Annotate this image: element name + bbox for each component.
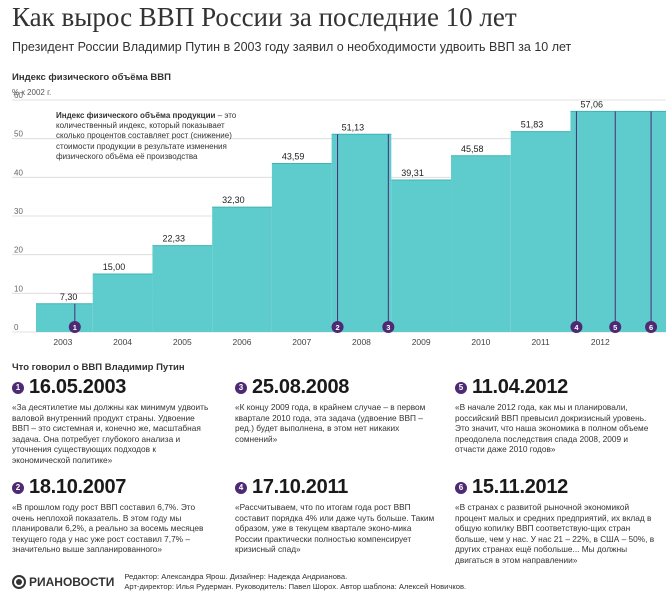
data-label: 15,00 (103, 262, 126, 272)
step-bar (331, 134, 392, 332)
event-marker-number: 1 (73, 323, 77, 332)
event-marker-badge (570, 321, 583, 333)
quote-number-badge: 6 (455, 481, 467, 494)
event-marker-number: 6 (649, 323, 653, 332)
x-tick-label: 2008 (352, 337, 371, 347)
x-tick-label: 2004 (113, 337, 132, 347)
quote-card-6: 6 15.11.2012 «В странах с развитой рыночн… (455, 476, 655, 566)
step-bar (36, 303, 93, 332)
event-marker-number: 3 (386, 323, 390, 332)
event-marker-number: 5 (613, 323, 617, 332)
data-label: 22,33 (162, 234, 185, 244)
quote-card-1: 1 16.05.2003 «За десятилетие мы должны ка… (12, 376, 212, 466)
quote-card-5: 5 11.04.2012 «В начале 2012 года, как мы … (455, 376, 655, 455)
credits-line-2: Арт-директор: Илья Рудерман. Руководител… (124, 581, 467, 591)
event-marker-number: 4 (574, 323, 579, 332)
event-marker-badge (609, 321, 622, 333)
credits-line-1: Редактор: Александра Ярош. Дизайнер: Над… (124, 572, 348, 581)
quote-number-badge: 2 (12, 481, 24, 494)
data-label: 57,06 (580, 99, 603, 109)
data-label: 39,31 (401, 168, 424, 178)
quote-card-4: 4 17.10.2011 «Рассчитываем, что по итогам… (235, 476, 435, 555)
chart-note-title: Индекс физического объёма продукции (56, 111, 216, 120)
quote-date: 15.11.2012 (472, 476, 568, 498)
event-marker-badge (382, 321, 395, 333)
page-subtitle: Президент России Владимир Путин в 2003 г… (12, 40, 572, 54)
gdp-step-chart: 0 10 20 30 40 50 60 7,30 2003 15,00 2004 22,33 2005 3… (12, 91, 666, 347)
x-tick-label: 2010 (471, 337, 490, 347)
quotes-section-title: Что говорил о ВВП Владимир Путин (12, 362, 185, 373)
y-tick-label: 30 (14, 207, 23, 216)
x-tick-label: 2005 (173, 337, 192, 347)
chart-note: Индекс физического объёма продукции – эт… (56, 111, 242, 162)
step-bar (271, 163, 332, 332)
quote-number-badge: 1 (12, 381, 24, 394)
ria-novosti-logo: РИАНОВОСТИ (12, 574, 115, 589)
y-tick-label: 0 (14, 323, 19, 332)
event-marker-badge (68, 321, 81, 333)
quote-date: 11.04.2012 (472, 376, 568, 398)
quote-text: «За десятилетие мы должны как минимум уд… (12, 402, 209, 465)
x-tick-label: 2007 (292, 337, 311, 347)
quote-text: «Рассчитываем, что по итогам года рост В… (235, 502, 435, 555)
x-tick-label: 2003 (53, 337, 72, 347)
quote-number-badge: 3 (235, 381, 247, 394)
data-label: 45,58 (461, 144, 484, 154)
event-marker-badge (331, 321, 344, 333)
event-marker-number: 2 (335, 323, 339, 332)
logo-text: РИАНОВОСТИ (29, 574, 115, 589)
quote-number-badge: 4 (235, 481, 247, 494)
quote-card-3: 3 25.08.2008 «К концу 2009 года, в крайне… (235, 376, 435, 444)
data-label: 51,83 (521, 120, 544, 130)
page-title: Как вырос ВВП России за последние 10 лет (12, 2, 517, 32)
quote-text: «В странах с развитой рыночной экономико… (455, 502, 655, 565)
quote-card-2: 2 18.10.2007 «В прошлом году рост ВВП сос… (12, 476, 212, 555)
y-tick-label: 20 (14, 246, 23, 255)
step-bar (152, 245, 213, 332)
chart-unit-label: % к 2002 г. (12, 88, 52, 97)
y-tick-label: 10 (14, 284, 23, 293)
data-label: 51,13 (342, 122, 365, 132)
chart-note-text: – это количественный индекс, который пок… (56, 111, 237, 161)
step-bar (510, 131, 571, 332)
step-bar (391, 180, 452, 332)
y-tick-label: 50 (14, 130, 23, 139)
x-tick-label: 2006 (233, 337, 252, 347)
step-bar (570, 111, 666, 332)
chart-title: Индекс физического объёма ВВП (12, 72, 171, 83)
ria-logo-icon (12, 574, 26, 589)
y-tick-label: 40 (14, 168, 23, 177)
quote-date: 25.08.2008 (252, 376, 350, 398)
quote-date: 17.10.2011 (252, 476, 348, 498)
x-tick-label: 2009 (412, 337, 431, 347)
quote-text: «К концу 2009 года, в крайнем случае – в… (235, 402, 426, 444)
data-label: 43,59 (282, 151, 305, 161)
data-label: 32,30 (222, 195, 245, 205)
quote-text: «В прошлом году рост ВВП составил 6,7%. … (12, 502, 204, 555)
footer: РИАНОВОСТИ Редактор: Александра Ярош. Ди… (12, 572, 466, 591)
step-bar (451, 155, 511, 332)
x-tick-label: 2011 (531, 337, 550, 347)
quote-date: 16.05.2003 (29, 376, 127, 398)
event-marker-badge (645, 321, 658, 333)
data-label: 7,30 (60, 292, 78, 302)
quote-date: 18.10.2007 (29, 476, 127, 498)
credits: Редактор: Александра Ярош. Дизайнер: Над… (124, 572, 466, 591)
step-bar (92, 274, 153, 332)
x-tick-label: 2012 (591, 337, 610, 347)
quote-text: «В начале 2012 года, как мы и планировал… (455, 402, 649, 455)
step-bar (212, 207, 272, 332)
quote-number-badge: 5 (455, 381, 467, 394)
y-tick-label: 60 (14, 91, 23, 100)
